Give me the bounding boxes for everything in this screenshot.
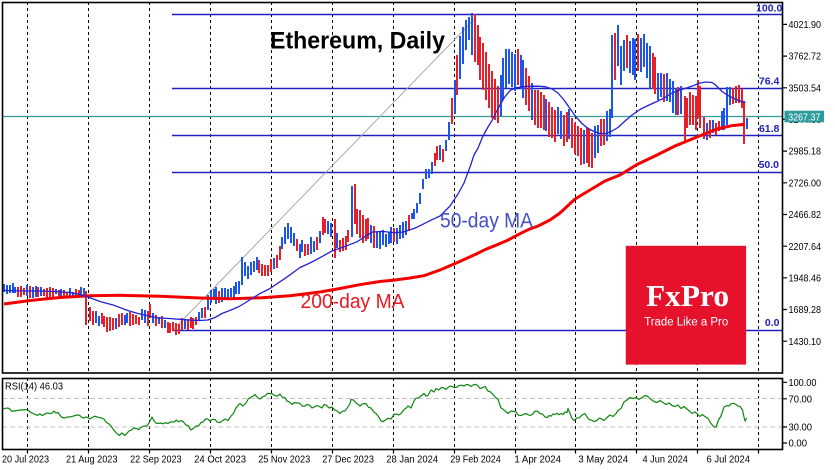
svg-text:29 Feb 2024: 29 Feb 2024 <box>450 454 501 466</box>
svg-text:2466.82: 2466.82 <box>789 209 822 221</box>
svg-text:1 Apr 2024: 1 Apr 2024 <box>514 454 561 466</box>
svg-text:1430.10: 1430.10 <box>789 336 822 348</box>
svg-text:25 Nov 2023: 25 Nov 2023 <box>258 454 310 466</box>
svg-text:6 Jul 2024: 6 Jul 2024 <box>707 454 751 466</box>
svg-text:61.8: 61.8 <box>759 123 780 135</box>
svg-text:1689.28: 1689.28 <box>789 304 822 316</box>
svg-text:200-day MA: 200-day MA <box>301 290 405 313</box>
svg-text:0.0: 0.0 <box>765 317 780 329</box>
svg-text:50.0: 50.0 <box>759 159 780 171</box>
svg-text:4021.90: 4021.90 <box>789 19 822 31</box>
svg-text:1948.46: 1948.46 <box>789 272 822 284</box>
svg-text:21 Aug 2023: 21 Aug 2023 <box>66 454 118 466</box>
svg-text:Trade Like a Pro: Trade Like a Pro <box>644 316 728 328</box>
svg-text:28 Jan 2024: 28 Jan 2024 <box>386 454 438 466</box>
svg-text:100.0: 100.0 <box>756 2 782 14</box>
svg-text:20 Jul 2023: 20 Jul 2023 <box>2 454 49 466</box>
svg-text:50-day MA: 50-day MA <box>440 210 533 233</box>
svg-text:30.00: 30.00 <box>789 422 813 434</box>
svg-text:RSI(14) 46.03: RSI(14) 46.03 <box>5 381 63 393</box>
svg-text:3762.72: 3762.72 <box>789 51 822 63</box>
svg-text:2207.64: 2207.64 <box>789 241 822 253</box>
svg-text:4 Jun 2024: 4 Jun 2024 <box>643 454 689 466</box>
svg-text:FxPro: FxPro <box>646 278 729 313</box>
svg-text:3267.37: 3267.37 <box>788 111 820 123</box>
svg-text:3503.54: 3503.54 <box>789 82 822 94</box>
svg-text:2726.00: 2726.00 <box>789 177 822 189</box>
svg-text:100.00: 100.00 <box>789 377 817 389</box>
svg-text:27 Dec 2023: 27 Dec 2023 <box>322 454 374 466</box>
svg-text:24 Oct 2023: 24 Oct 2023 <box>194 454 246 466</box>
svg-text:2985.18: 2985.18 <box>789 146 822 158</box>
svg-text:0.00: 0.00 <box>789 438 808 450</box>
svg-text:Ethereum, Daily: Ethereum, Daily <box>270 28 445 55</box>
svg-text:70.00: 70.00 <box>789 393 813 405</box>
svg-text:3 May 2024: 3 May 2024 <box>578 454 628 466</box>
svg-text:76.4: 76.4 <box>759 76 780 88</box>
svg-text:22 Sep 2023: 22 Sep 2023 <box>130 454 182 466</box>
